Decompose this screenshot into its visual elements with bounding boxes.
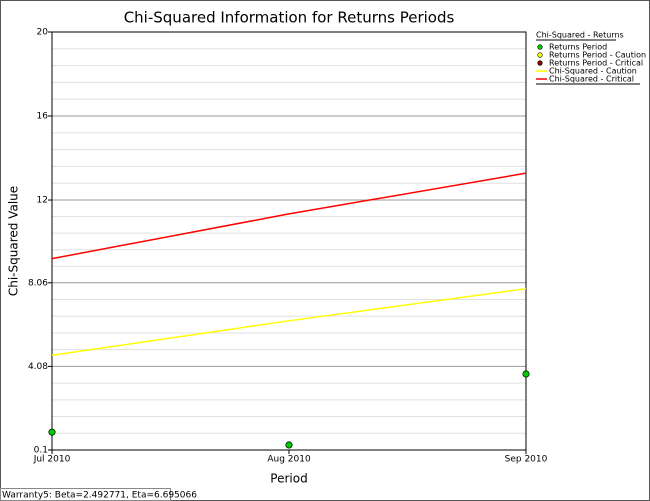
legend-label: Chi-Squared - Caution (549, 67, 637, 76)
x-tick-label: Sep 2010 (505, 455, 548, 465)
series-line (51, 287, 527, 357)
y-tick-label: 12 (37, 196, 48, 206)
legend-label: Returns Period - Caution (549, 51, 646, 60)
data-point (48, 428, 56, 436)
y-tick-label: 0.1 (34, 446, 48, 456)
legend-swatch (537, 60, 543, 66)
y-tick-label: 20 (37, 28, 49, 38)
x-tick-label: Jul 2010 (33, 455, 71, 465)
legend-swatch (537, 52, 543, 58)
x-tick-label: Aug 2010 (267, 455, 311, 465)
data-point (285, 441, 293, 449)
legend-label: Chi-Squared - Critical (549, 75, 634, 84)
chart-title: Chi-Squared Information for Returns Peri… (124, 9, 455, 27)
series-line (51, 172, 527, 260)
y-tick-label: 16 (37, 112, 49, 122)
y-axis-label: Chi-Squared Value (7, 186, 21, 296)
y-tick-label: 4.08 (28, 362, 48, 372)
legend-swatch (537, 44, 543, 50)
legend-title: Chi-Squared - Returns (536, 31, 624, 40)
data-point (522, 370, 530, 378)
y-tick-label: 8.06 (28, 278, 48, 288)
footer: Warranty5: Beta=2.492771, Eta=6.695066 (2, 491, 197, 501)
legend-label: Returns Period - Critical (549, 59, 643, 68)
x-axis-label: Period (270, 472, 307, 486)
legend-label: Returns Period (549, 43, 607, 52)
